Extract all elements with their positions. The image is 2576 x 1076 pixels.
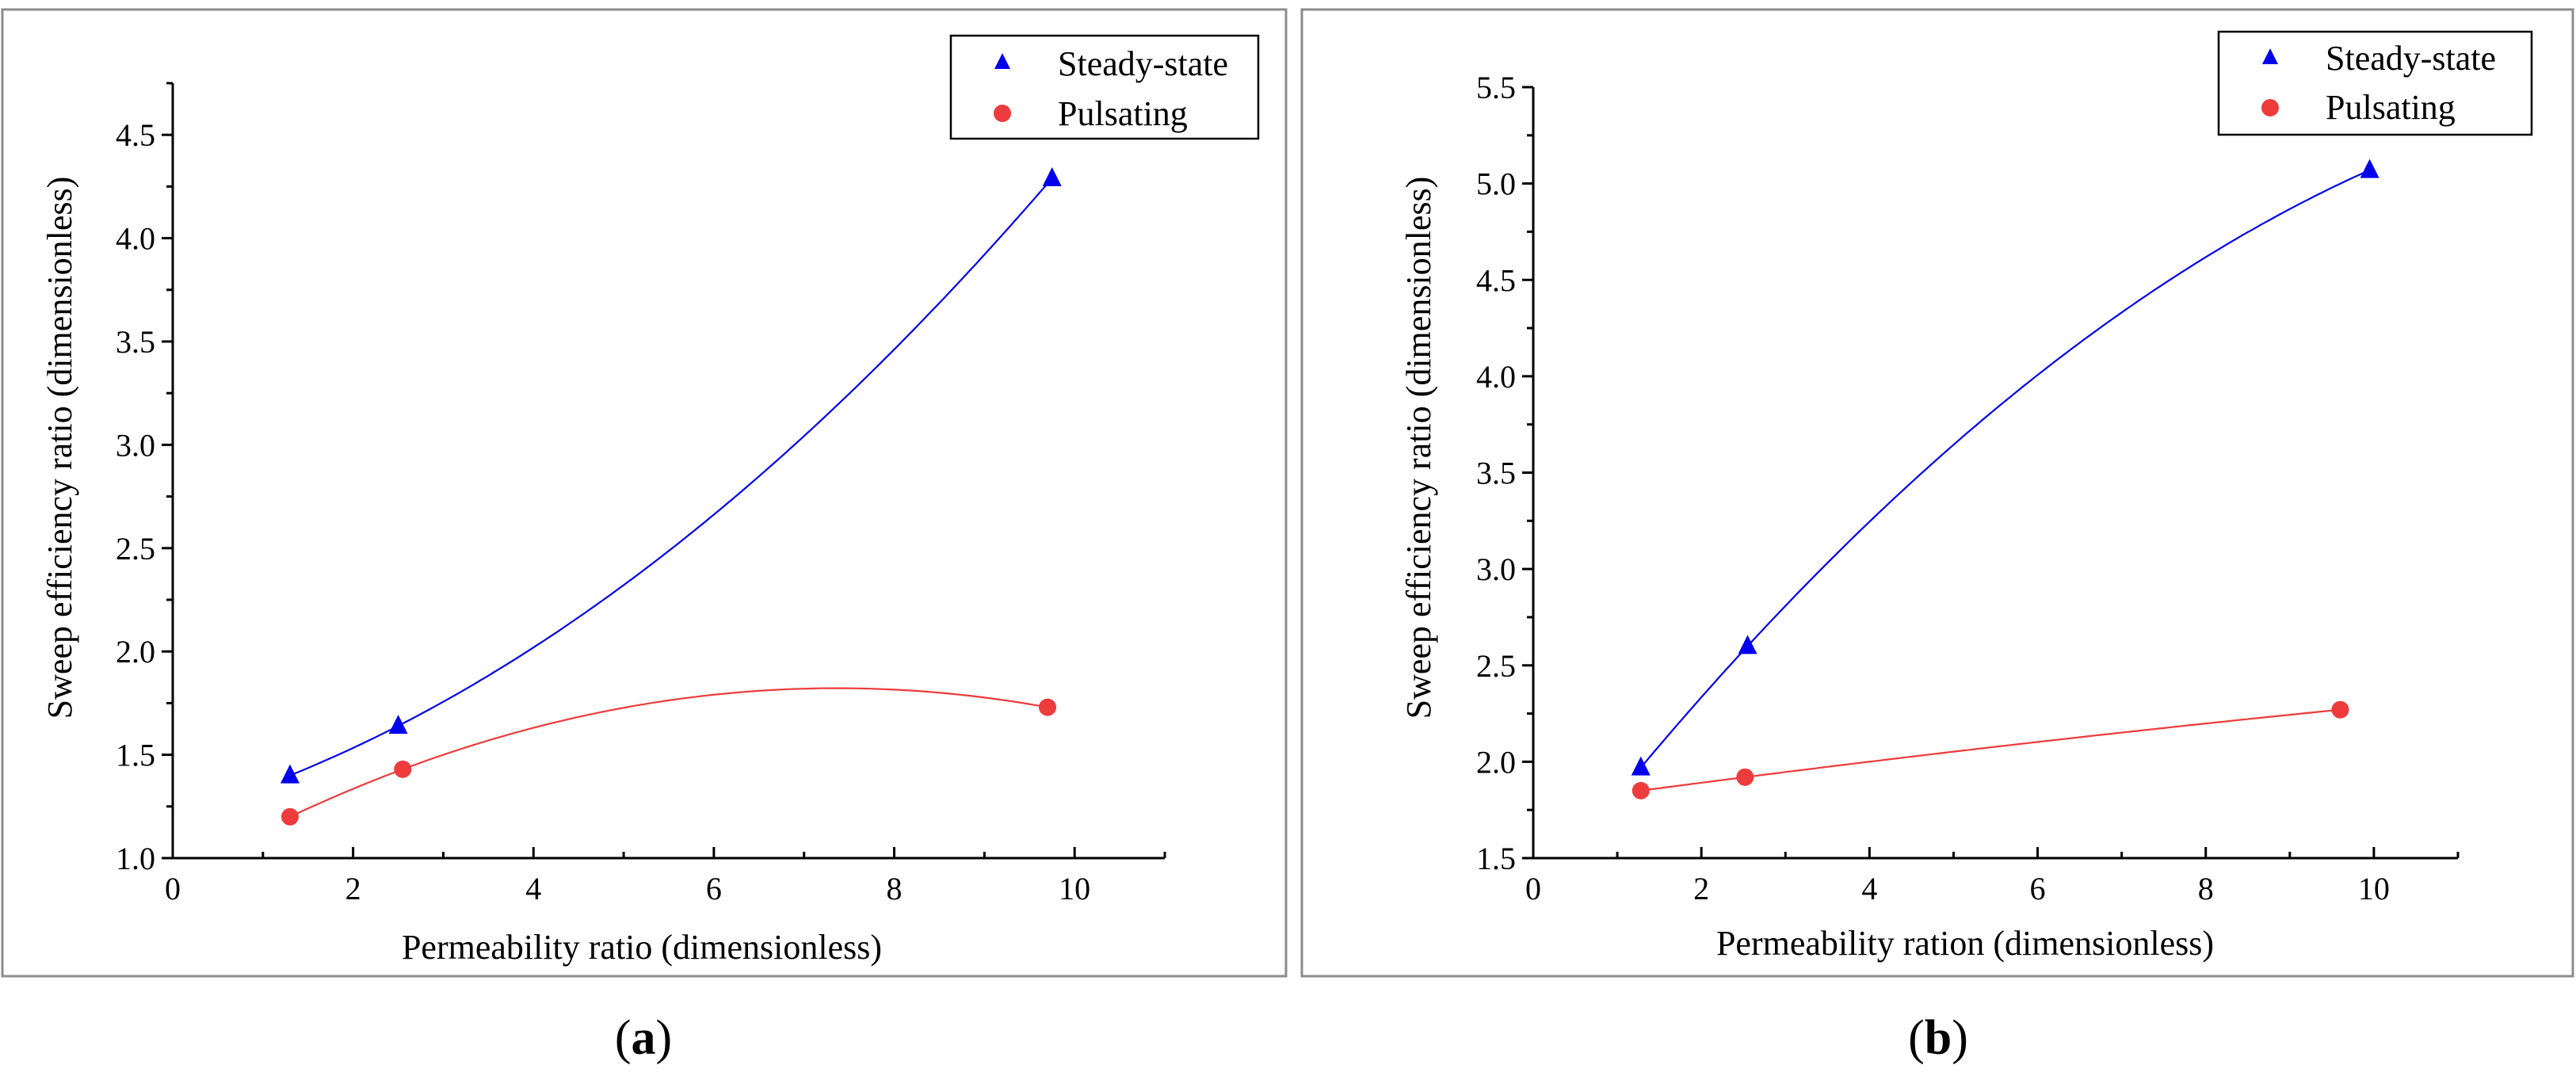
x-axis-label-b: Permeability ration (dimensionless) <box>1716 924 2214 963</box>
data-point-pulsating-a <box>394 760 412 778</box>
x-tick-label-b: 4 <box>1861 871 1877 906</box>
x-axis-label-a: Permeability ratio (dimensionless) <box>402 928 882 967</box>
fit-line-pulsating-a <box>289 687 1048 818</box>
legend-b-steady-label: Steady-state <box>2326 39 2496 78</box>
panel-b-legend: Steady-state Pulsating <box>2217 30 2533 136</box>
legend-a-pulsating-label: Pulsating <box>1058 94 1188 133</box>
panel-b-frame <box>1300 8 2574 978</box>
panel-a-legend: Steady-state Pulsating <box>949 34 1260 140</box>
x-tick-label-a: 6 <box>706 871 722 906</box>
x-tick-label-b: 2 <box>1693 871 1709 906</box>
legend-b-pulsating-marker <box>2261 99 2279 116</box>
data-point-pulsating-a <box>280 807 299 826</box>
y-tick-label-b: 1.5 <box>1476 841 1516 876</box>
y-tick-label-a: 4.5 <box>116 117 155 153</box>
x-tick-label-b: 10 <box>2358 871 2390 906</box>
y-tick-label-b: 2.0 <box>1476 744 1516 780</box>
data-point-steady-b <box>1738 635 1757 654</box>
y-axis-label-a: Sweep efficiency ratio (dimensionless) <box>40 177 79 719</box>
fit-line-steady-b <box>1639 169 2371 769</box>
y-tick-label-a: 1.5 <box>116 738 155 773</box>
y-tick-label-b: 5.5 <box>1476 70 1516 105</box>
data-point-steady-a <box>280 764 300 784</box>
y-axis-label-b: Sweep efficiency ratio (dimensionless) <box>1399 177 1438 719</box>
y-tick-label-a: 4.0 <box>116 221 155 257</box>
y-tick-label-a: 1.0 <box>116 841 155 876</box>
legend-b-pulsating-label: Pulsating <box>2326 88 2456 127</box>
y-tick-label-a: 3.0 <box>116 427 155 463</box>
y-tick-label-b: 4.5 <box>1476 262 1516 298</box>
y-tick-label-b: 3.5 <box>1476 456 1516 491</box>
x-tick-label-b: 8 <box>2198 871 2214 906</box>
panel-b: 0 2 4 6 8 10 1.5 2.0 2.5 3.0 3.5 4.0 4.5 5.0 5.5 Permea… <box>1300 8 2574 1065</box>
fit-line-pulsating-b <box>1640 708 2341 792</box>
legend-a-pulsating-marker <box>994 105 1011 122</box>
data-point-pulsating-a <box>1039 698 1057 716</box>
y-tick-label-a: 2.0 <box>116 634 155 670</box>
legend-a-steady-marker <box>994 53 1010 69</box>
data-point-pulsating-b <box>2331 700 2349 719</box>
panel-b-plot: 0 2 4 6 8 10 1.5 2.0 2.5 3.0 3.5 4.0 4.5 5.0 5.5 Permea… <box>1399 70 2460 963</box>
x-tick-label-b: 0 <box>1525 871 1541 906</box>
data-point-steady-a <box>388 715 408 735</box>
x-tick-label-a: 0 <box>165 871 181 906</box>
data-point-pulsating-b <box>1736 768 1754 786</box>
panel-a-plot: 0 2 4 6 8 10 1.0 1.5 2.0 2.5 3.0 3.5 4.0 4.5 Permeabil… <box>40 82 1166 967</box>
data-point-steady-a <box>1042 166 1062 186</box>
legend-b-steady-marker <box>2262 48 2278 64</box>
x-tick-label-a: 10 <box>1059 871 1090 906</box>
panel-a: 0 2 4 6 8 10 1.0 1.5 2.0 2.5 3.0 3.5 4.0 4.5 Permeabil… <box>1 8 1288 1065</box>
panel-a-caption: (a) <box>615 1011 672 1065</box>
x-tick-label-a: 2 <box>345 871 361 906</box>
panel-b-caption: (b) <box>1908 1011 1968 1065</box>
y-tick-label-a: 2.5 <box>116 531 155 567</box>
fit-line-steady-a <box>289 177 1053 776</box>
y-tick-label-b: 4.0 <box>1476 359 1516 395</box>
panel-a-frame <box>1 8 1288 978</box>
y-tick-label-b: 2.5 <box>1476 648 1516 684</box>
y-tick-label-b: 5.0 <box>1476 166 1516 202</box>
data-point-steady-b <box>1631 756 1651 776</box>
legend-b-box <box>2217 30 2533 136</box>
x-tick-label-a: 4 <box>525 871 541 906</box>
x-tick-label-a: 8 <box>887 871 903 906</box>
data-point-steady-b <box>2360 158 2379 178</box>
data-point-pulsating-b <box>1631 781 1650 799</box>
x-tick-label-b: 6 <box>2030 871 2046 906</box>
legend-a-steady-label: Steady-state <box>1058 44 1228 83</box>
y-tick-label-a: 3.5 <box>116 324 155 360</box>
y-tick-label-b: 3.0 <box>1476 551 1516 587</box>
